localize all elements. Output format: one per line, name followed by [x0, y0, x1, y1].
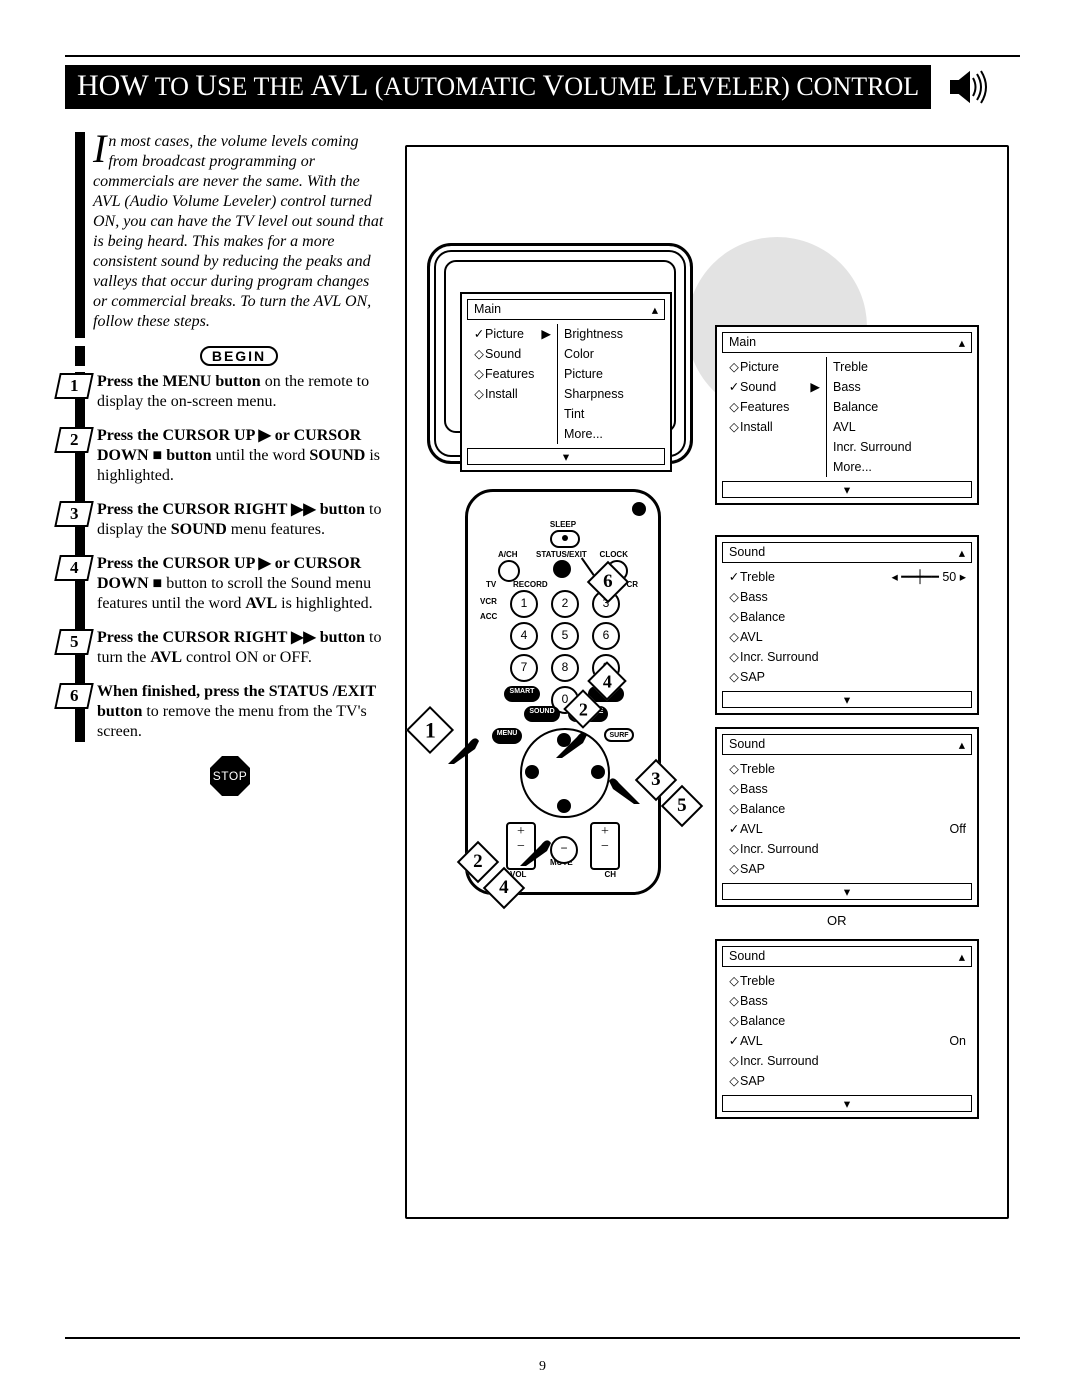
smart-button[interactable]: SMART [504, 686, 540, 702]
digit-1[interactable]: 1 [510, 590, 538, 618]
digit-7[interactable]: 7 [510, 654, 538, 682]
hand-icon [597, 761, 643, 807]
stop-badge: STOP [210, 756, 250, 796]
step-5: 5 Press the CURSOR RIGHT ▶▶ button to tu… [93, 628, 385, 668]
record-label: RECORD [513, 580, 548, 589]
digit-5[interactable]: 5 [551, 622, 579, 650]
osd-menu-main-sound: Main▴ ◇Picture ✓Sound▶ ◇Features ◇Instal… [715, 325, 979, 505]
cursor-down[interactable] [557, 799, 571, 813]
step-4: 4 Press the CURSOR UP ▶ or CURSOR DOWN ■… [93, 554, 385, 614]
step-2: 2 Press the CURSOR UP ▶ or CURSOR DOWN ■… [93, 426, 385, 486]
page-title: HOW TO USE THE AVL (AUTOMATIC VOLUME LEV… [65, 65, 931, 109]
page-frame: HOW TO USE THE AVL (AUTOMATIC VOLUME LEV… [65, 55, 1020, 1339]
osd-menu-main-picture: Main▴ ✓Picture▶ ◇Sound ◇Features ◇Instal… [460, 292, 672, 472]
status-label: STATUS/EXIT [536, 550, 587, 559]
ach-button[interactable] [498, 560, 520, 582]
step-6: 6 When finished, press the STATUS /EXIT … [93, 682, 385, 742]
surf-button[interactable]: SURF [604, 728, 634, 742]
ch-label: CH [604, 870, 616, 879]
digit-8[interactable]: 8 [551, 654, 579, 682]
hand-icon [517, 823, 563, 869]
begin-badge: BEGIN [200, 346, 278, 366]
step-1: 1 Press the MENU button on the remote to… [93, 372, 385, 412]
sleep-label: SLEEP [468, 520, 658, 529]
osd-menu-sound-avl-on: Sound▴ ◇Treble ◇Bass ◇Balance ✓AVLOn ◇In… [715, 939, 979, 1119]
vcr-label: VCR [480, 597, 497, 606]
remote-control: SLEEP A/CH STATUS/EXIT CLOCK TV RECORD T… [465, 489, 661, 895]
pointer-5: 5 [661, 785, 703, 827]
title-bar: HOW TO USE THE AVL (AUTOMATIC VOLUME LEV… [65, 65, 989, 109]
digit-4[interactable]: 4 [510, 622, 538, 650]
step-3: 3 Press the CURSOR RIGHT ▶▶ button to di… [93, 500, 385, 540]
or-label: OR [827, 913, 847, 928]
illustration-frame: Main▴ ✓Picture▶ ◇Sound ◇Features ◇Instal… [405, 145, 1009, 1219]
ach-label: A/CH [498, 550, 518, 559]
speaker-icon [949, 70, 989, 104]
step-list: 1 Press the MENU button on the remote to… [75, 372, 385, 742]
instruction-column: In most cases, the volume levels coming … [75, 132, 385, 796]
acc-label: ACC [480, 612, 497, 621]
osd-menu-sound-treble: Sound▴ ✓Treble ◂ ━━┿━━ 50 ▸ ◇Bass ◇Balan… [715, 535, 979, 715]
ch-rocker[interactable]: +− [590, 822, 620, 870]
sleep-button[interactable] [550, 530, 580, 548]
page-number: 9 [65, 1359, 1020, 1375]
clock-label: CLOCK [600, 550, 628, 559]
digit-2[interactable]: 2 [551, 590, 579, 618]
cursor-left[interactable] [525, 765, 539, 779]
osd-menu-sound-avl-off: Sound▴ ◇Treble ◇Bass ◇Balance ✓AVLOff ◇I… [715, 727, 979, 907]
menu-button[interactable]: MENU [492, 728, 522, 744]
tv-label: TV [486, 580, 496, 589]
status-exit-button[interactable] [553, 560, 571, 578]
tv-screen-1: Main▴ ✓Picture▶ ◇Sound ◇Features ◇Instal… [427, 243, 693, 464]
intro-text: In most cases, the volume levels coming … [75, 132, 385, 338]
digit-6[interactable]: 6 [592, 622, 620, 650]
power-button[interactable] [632, 502, 646, 516]
